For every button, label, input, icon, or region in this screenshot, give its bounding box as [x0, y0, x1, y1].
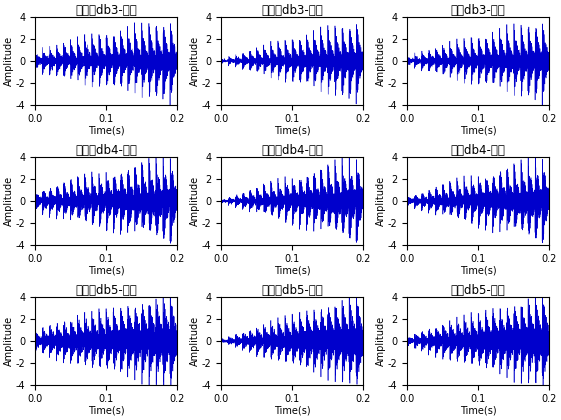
Title: 软阈値db5-去噪: 软阈値db5-去噪 [261, 284, 323, 297]
Title: 改进db3-去噪: 改进db3-去噪 [451, 4, 505, 17]
Y-axis label: Amplitude: Amplitude [376, 316, 387, 366]
Y-axis label: Amplitude: Amplitude [4, 176, 14, 226]
Y-axis label: Amplitude: Amplitude [190, 176, 200, 226]
X-axis label: Time(s): Time(s) [274, 126, 310, 136]
X-axis label: Time(s): Time(s) [88, 126, 125, 136]
Y-axis label: Amplitude: Amplitude [4, 36, 14, 86]
X-axis label: Time(s): Time(s) [88, 406, 125, 416]
Title: 软阈値db4-去噪: 软阈値db4-去噪 [261, 144, 323, 157]
Y-axis label: Amplitude: Amplitude [4, 316, 14, 366]
Title: 硬阈値db5-去噪: 硬阈値db5-去噪 [75, 284, 137, 297]
X-axis label: Time(s): Time(s) [274, 266, 310, 276]
Y-axis label: Amplitude: Amplitude [376, 176, 387, 226]
Title: 软阈値db3-去噪: 软阈値db3-去噪 [261, 4, 323, 17]
Title: 硬阈値db3-去噪: 硬阈値db3-去噪 [75, 4, 137, 17]
X-axis label: Time(s): Time(s) [274, 406, 310, 416]
X-axis label: Time(s): Time(s) [460, 266, 496, 276]
Y-axis label: Amplitude: Amplitude [190, 36, 200, 86]
Title: 改进db4-去噪: 改进db4-去噪 [450, 144, 505, 157]
Y-axis label: Amplitude: Amplitude [190, 316, 200, 366]
Title: 硬阈値db4-去噪: 硬阈値db4-去噪 [75, 144, 137, 157]
X-axis label: Time(s): Time(s) [460, 406, 496, 416]
Y-axis label: Amplitude: Amplitude [376, 36, 387, 86]
Title: 改进db5-去噪: 改进db5-去噪 [451, 284, 505, 297]
X-axis label: Time(s): Time(s) [460, 126, 496, 136]
X-axis label: Time(s): Time(s) [88, 266, 125, 276]
